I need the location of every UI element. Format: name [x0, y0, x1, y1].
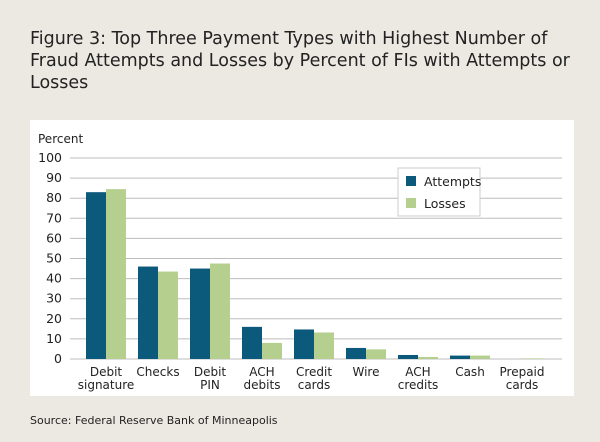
bar-losses — [522, 358, 542, 359]
x-tick-label: Wire — [353, 365, 380, 379]
legend-label: Losses — [424, 196, 466, 211]
y-tick-label: 30 — [46, 291, 62, 306]
y-tick-label: 40 — [46, 271, 62, 286]
bar-losses — [366, 349, 386, 359]
chart-title: Figure 3: Top Three Payment Types with H… — [30, 29, 570, 93]
y-tick-label: 20 — [46, 311, 62, 326]
bar-attempts — [242, 326, 262, 359]
bar-losses — [314, 332, 334, 359]
bar-attempts — [86, 192, 106, 359]
bar-attempts — [190, 268, 210, 359]
bar-losses — [262, 342, 282, 359]
x-tick-label: Credit cards — [296, 365, 332, 392]
bar-attempts — [450, 355, 470, 359]
legend-swatch — [406, 198, 416, 208]
bar-losses — [210, 263, 230, 359]
x-tick-label: Debit PIN — [194, 365, 227, 392]
y-tick-label: 90 — [46, 170, 62, 185]
bar-attempts — [138, 266, 158, 359]
bar-attempts — [346, 347, 366, 359]
y-tick-label: 60 — [46, 230, 62, 245]
y-tick-label: 50 — [46, 251, 62, 266]
bar-losses — [470, 355, 490, 359]
bar-losses — [106, 189, 126, 359]
bar-losses — [158, 271, 178, 359]
x-tick-label: Cash — [455, 365, 485, 379]
legend-label: Attempts — [424, 174, 481, 189]
x-tick-label: Checks — [136, 365, 179, 379]
legend-swatch — [406, 176, 416, 186]
y-tick-label: 70 — [46, 210, 62, 225]
x-tick-label: Debit signature — [78, 365, 135, 392]
y-tick-label: 0 — [54, 351, 62, 366]
bar-attempts — [398, 354, 418, 359]
bar-losses — [418, 356, 438, 359]
bar-attempts — [294, 329, 314, 359]
source-note: Source: Federal Reserve Bank of Minneapo… — [30, 414, 278, 427]
y-tick-label: 80 — [46, 190, 62, 205]
x-tick-label: Prepaid cards — [500, 365, 545, 392]
y-axis-label: Percent — [38, 132, 83, 146]
y-tick-label: 100 — [38, 150, 62, 165]
x-tick-label: ACH credits — [398, 365, 439, 392]
x-tick-label: ACH debits — [244, 365, 281, 392]
y-tick-label: 10 — [46, 331, 62, 346]
